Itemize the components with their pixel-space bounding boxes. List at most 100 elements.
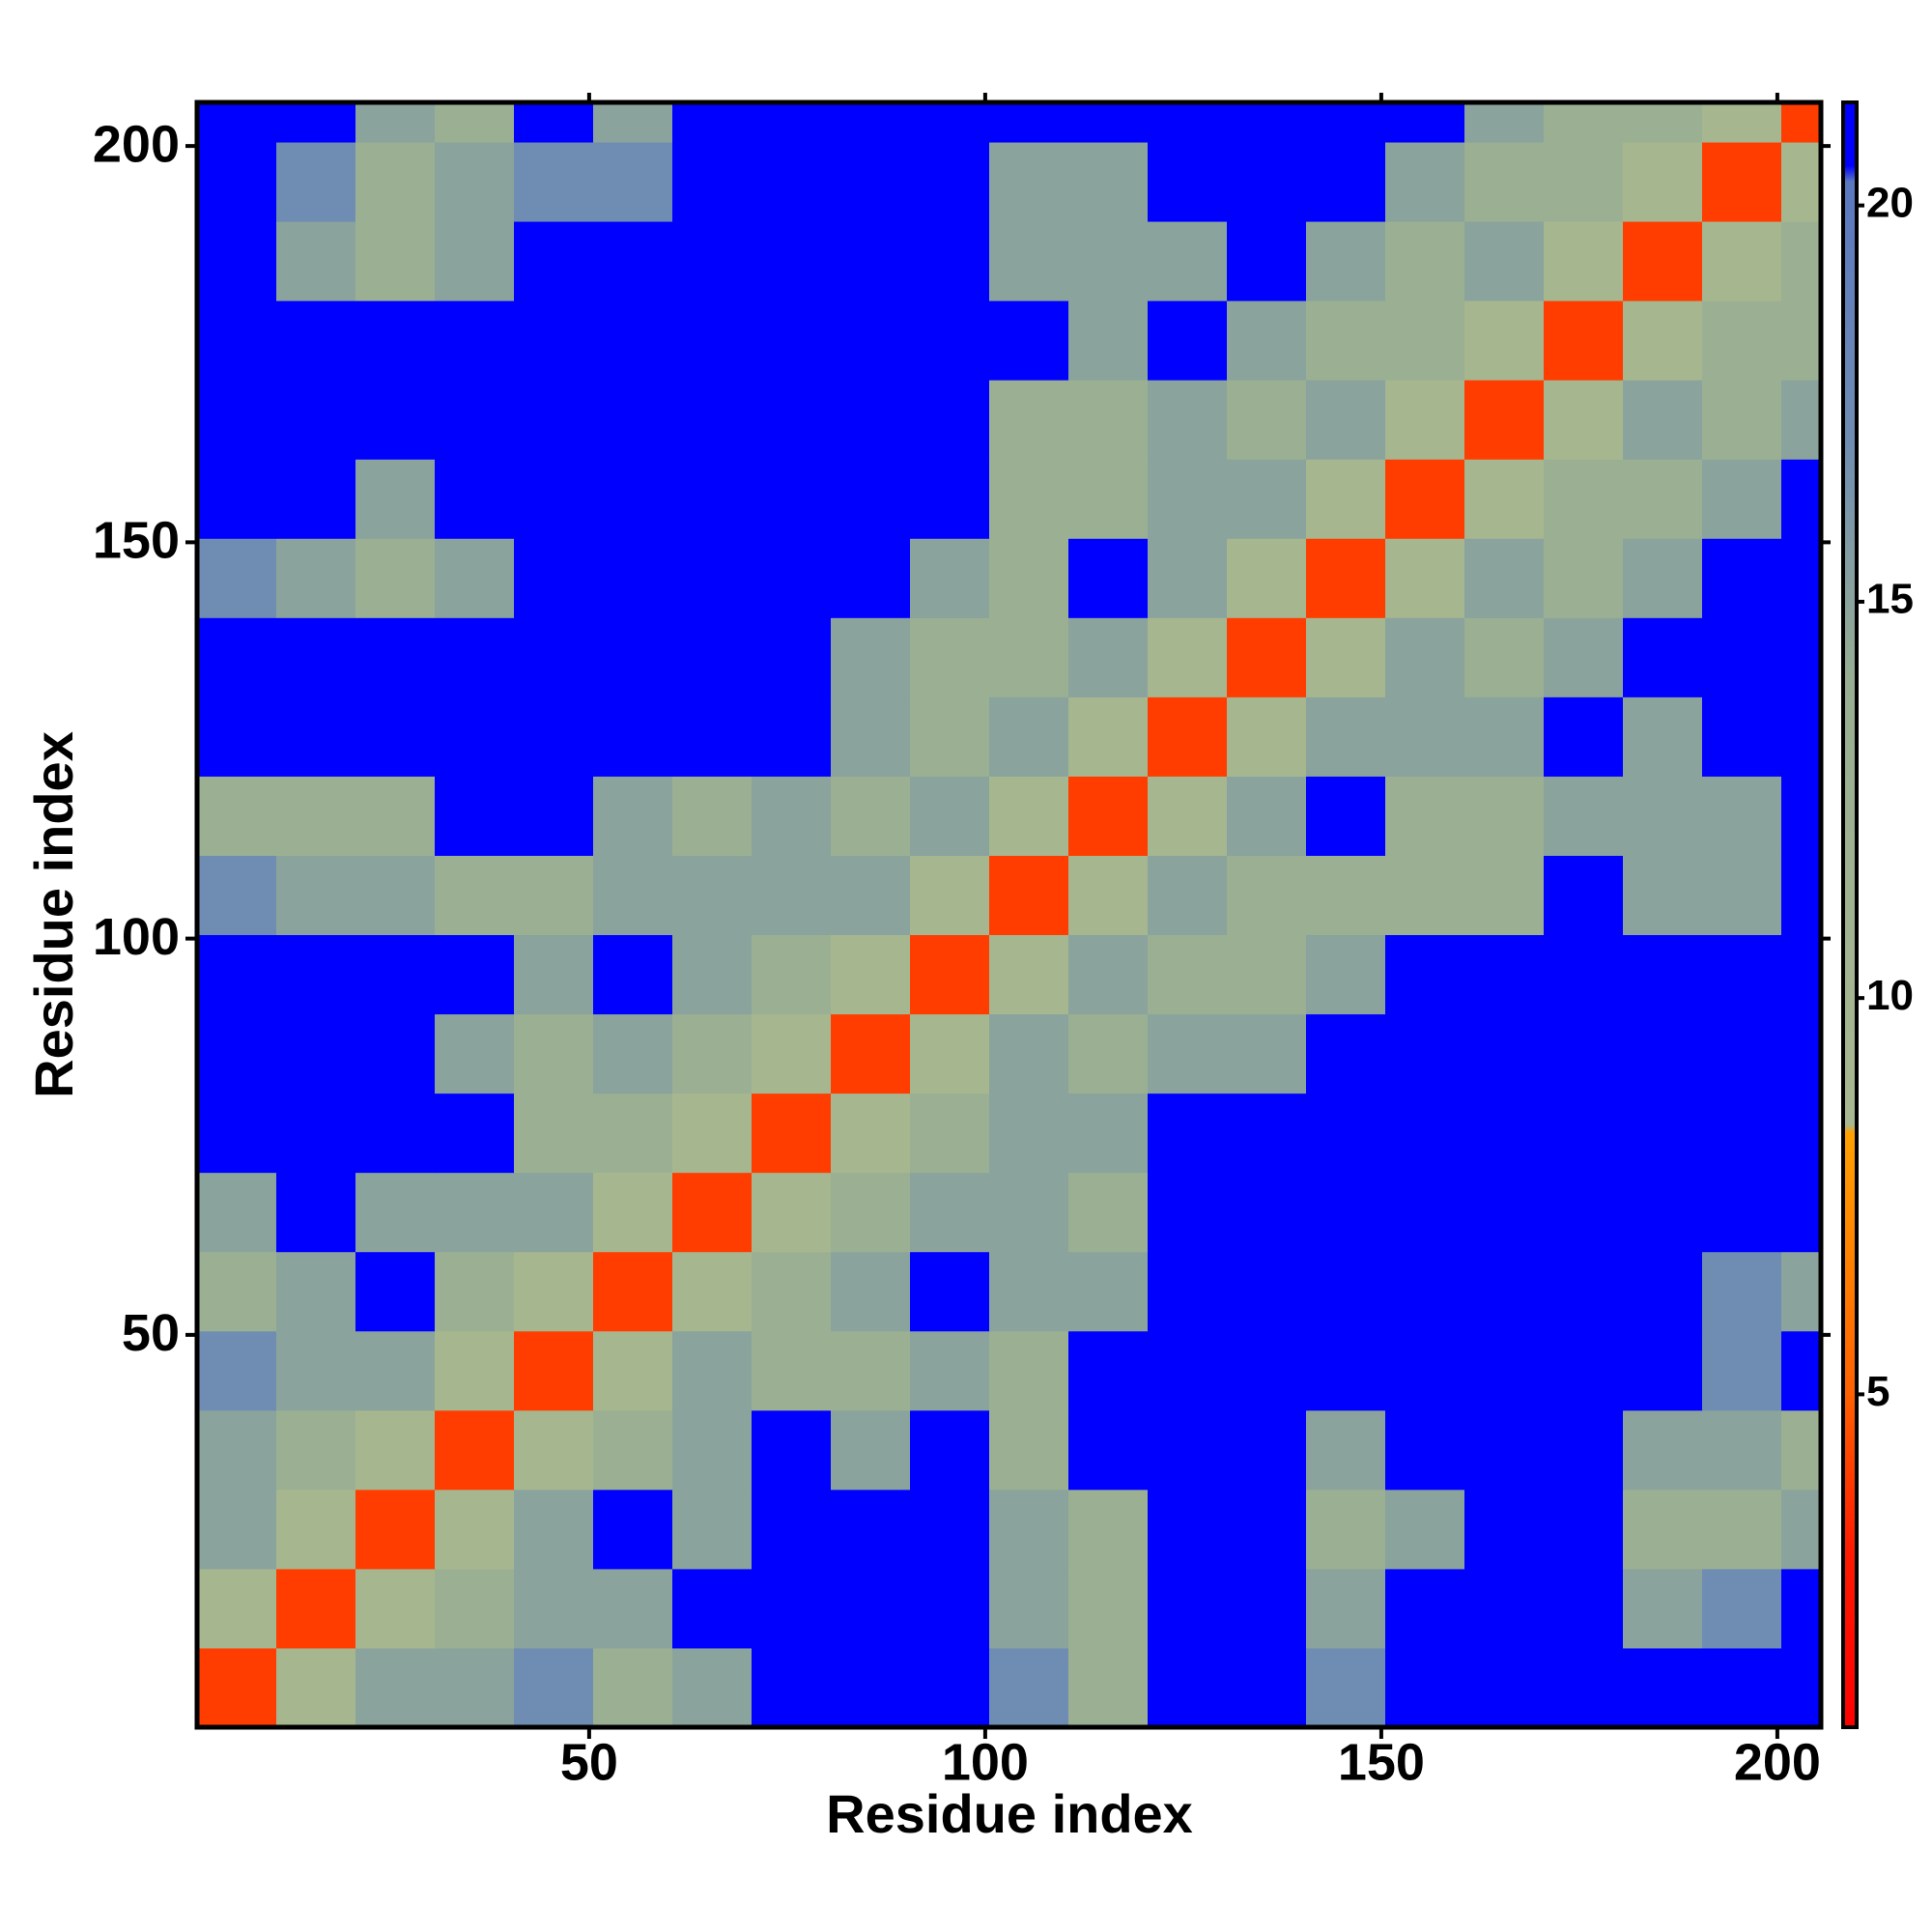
heatmap-cell	[1544, 1251, 1624, 1332]
heatmap-cell	[355, 617, 436, 697]
heatmap-cell	[1702, 380, 1782, 460]
heatmap-cell	[1781, 380, 1822, 460]
heatmap-cell	[831, 1330, 911, 1411]
heatmap-cell	[197, 617, 277, 697]
heatmap-cell	[1148, 102, 1228, 143]
heatmap-cell	[831, 142, 911, 222]
heatmap-cell	[1464, 1409, 1545, 1491]
heatmap-cell	[831, 776, 911, 856]
heatmap-cell	[752, 934, 832, 1015]
heatmap-cell	[989, 1409, 1069, 1491]
heatmap-cell	[1623, 221, 1703, 301]
heatmap-cell	[1306, 142, 1386, 222]
heatmap-cell	[752, 1489, 832, 1570]
heatmap-cell	[1068, 102, 1149, 143]
heatmap-cell	[831, 696, 911, 777]
heatmap-cell	[1702, 1409, 1782, 1491]
heatmap-cell	[1148, 1409, 1228, 1491]
heatmap-cell	[1702, 1647, 1782, 1728]
heatmap-cell	[355, 1172, 436, 1253]
heatmap-cell	[752, 776, 832, 856]
heatmap-cell	[910, 696, 990, 777]
heatmap-cell	[276, 538, 356, 618]
heatmap-cell	[355, 1251, 436, 1332]
heatmap-cell	[1227, 1489, 1307, 1570]
heatmap-cell	[1464, 380, 1545, 460]
heatmap-cell	[1464, 102, 1545, 143]
heatmap-cell	[831, 380, 911, 460]
heatmap-cell	[1385, 1409, 1465, 1491]
heatmap-cell	[831, 934, 911, 1015]
heatmap-cell	[435, 300, 515, 381]
heatmap-cell	[831, 300, 911, 381]
heatmap-cell	[1306, 1172, 1386, 1253]
heatmap-cell	[672, 102, 753, 143]
heatmap-cell	[1385, 1172, 1465, 1253]
heatmap-cell	[1623, 1093, 1703, 1174]
heatmap-cell	[1306, 1568, 1386, 1649]
heatmap-cell	[831, 538, 911, 618]
heatmap-cell	[1306, 1647, 1386, 1728]
heatmap-cell	[276, 221, 356, 301]
heatmap-cell	[1227, 300, 1307, 381]
heatmap-cell	[276, 617, 356, 697]
heatmap-cell	[1385, 1568, 1465, 1649]
heatmap-cell	[1464, 696, 1545, 777]
heatmap-cell	[1464, 300, 1545, 381]
heatmap-cell	[1464, 1647, 1545, 1728]
heatmap-cell	[1227, 855, 1307, 936]
heatmap-cell	[910, 855, 990, 936]
heatmap-cell	[276, 1330, 356, 1411]
heatmap-cell	[593, 380, 673, 460]
heatmap-cell	[1544, 934, 1624, 1015]
heatmap-cell	[435, 1251, 515, 1332]
x-axis-title: Residue index	[826, 1783, 1193, 1844]
heatmap-cell	[1781, 776, 1822, 856]
heatmap-cell	[1464, 617, 1545, 697]
heatmap-cell	[752, 300, 832, 381]
heatmap-cell	[1623, 102, 1703, 143]
heatmap-cell	[435, 617, 515, 697]
heatmap-cell	[276, 1409, 356, 1491]
heatmap-cell	[1385, 1251, 1465, 1332]
heatmap-cell	[1781, 538, 1822, 618]
heatmap-cell	[1306, 1013, 1386, 1094]
heatmap-cell	[989, 538, 1069, 618]
heatmap-cell	[672, 459, 753, 539]
heatmap-cell	[1464, 1251, 1545, 1332]
heatmap-cell	[831, 1013, 911, 1094]
heatmap-cell	[435, 855, 515, 936]
heatmap-cell	[197, 934, 277, 1015]
heatmap-cell	[1623, 1647, 1703, 1728]
heatmap-cell	[197, 776, 277, 856]
heatmap-cell	[1148, 459, 1228, 539]
heatmap-cell	[1464, 855, 1545, 936]
heatmap-cell	[1781, 1409, 1822, 1491]
heatmap-cell	[197, 1409, 277, 1491]
heatmap-cell	[1148, 538, 1228, 618]
heatmap-cell	[197, 459, 277, 539]
heatmap-cell	[1781, 855, 1822, 936]
heatmap-cell	[197, 1330, 277, 1411]
heatmap-cell	[831, 617, 911, 697]
heatmap-cell	[1781, 617, 1822, 697]
heatmap-cell	[1702, 538, 1782, 618]
heatmap-cell	[1227, 538, 1307, 618]
heatmap-cell	[435, 380, 515, 460]
y-axis-title: Residue index	[23, 731, 84, 1098]
heatmap-cell	[1702, 300, 1782, 381]
heatmap-cell	[1781, 221, 1822, 301]
heatmap-cell	[831, 1647, 911, 1728]
heatmap-cell	[1464, 1172, 1545, 1253]
heatmap-cell	[1068, 142, 1149, 222]
heatmap-cell	[1068, 1489, 1149, 1570]
heatmap-cell	[435, 1093, 515, 1174]
heatmap-cell	[276, 934, 356, 1015]
heatmap-cell	[355, 1568, 436, 1649]
heatmap-cell	[1148, 300, 1228, 381]
heatmap-cell	[276, 1251, 356, 1332]
heatmap-cell	[989, 855, 1069, 936]
heatmap-cell	[1464, 1489, 1545, 1570]
heatmap-cell	[989, 1330, 1069, 1411]
